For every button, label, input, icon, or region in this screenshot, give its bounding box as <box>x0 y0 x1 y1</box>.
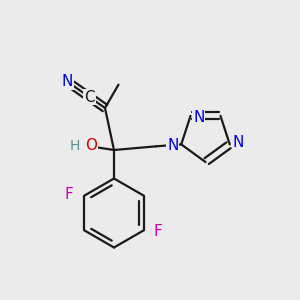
Text: N: N <box>193 110 205 125</box>
Text: O: O <box>85 138 98 153</box>
Text: N: N <box>62 74 73 89</box>
Text: F: F <box>154 224 163 239</box>
Text: C: C <box>84 90 95 105</box>
Text: F: F <box>65 187 74 202</box>
Text: N: N <box>232 135 244 150</box>
Text: H: H <box>70 139 80 152</box>
Text: N: N <box>167 138 178 153</box>
